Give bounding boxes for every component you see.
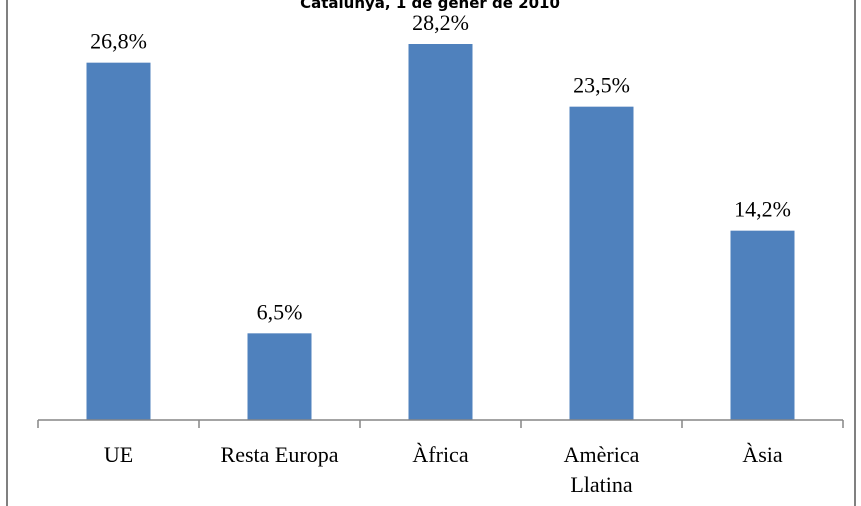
chart-title: Catalunya, 1 de gener de 2010 (300, 0, 560, 12)
x-tick-label-0: UE (104, 442, 133, 467)
x-tick-labels: UE Resta Europa Àfrica Amèrica Llatina Àsia (104, 442, 783, 497)
x-tick-label-3-line-0: Amèrica (564, 442, 640, 467)
bar-1 (247, 333, 312, 420)
x-tick-label-1: Resta Europa (221, 442, 339, 467)
data-label-1: 6,5% (257, 299, 303, 324)
bar-2 (408, 44, 473, 420)
x-tick-label-3-line-1: Llatina (570, 472, 633, 497)
bar-3 (569, 106, 634, 421)
x-tick-label-2: Àfrica (412, 442, 468, 467)
bar-0 (86, 62, 151, 421)
data-label-4: 14,2% (734, 197, 791, 222)
bars-layer (86, 44, 795, 421)
chart-frame (6, 0, 856, 506)
data-label-2: 28,2% (412, 10, 469, 35)
data-label-0: 26,8% (90, 29, 147, 54)
x-tick-label-4: Àsia (742, 442, 783, 467)
data-label-3: 23,5% (573, 73, 630, 98)
data-labels-layer: 26,8% 6,5% 28,2% 23,5% 14,2% (90, 10, 791, 324)
bar-4 (730, 230, 795, 420)
x-axis (37, 419, 844, 428)
